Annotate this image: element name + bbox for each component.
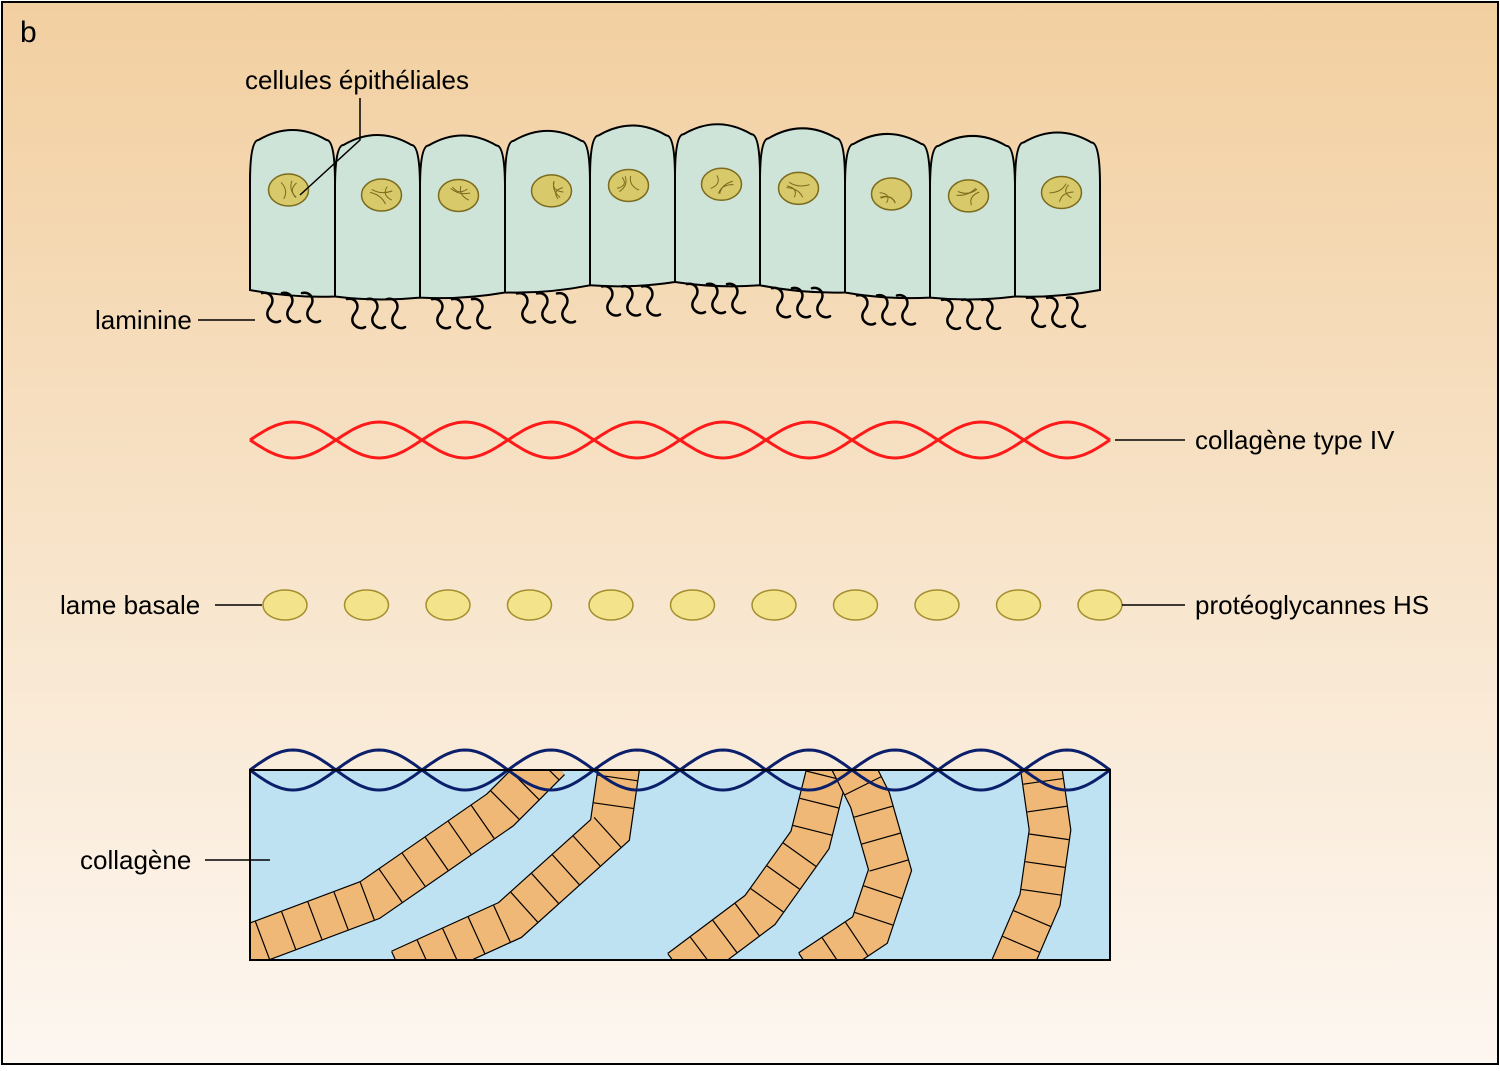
collagen-tissue [203,750,1110,988]
diagram-svg [0,0,1500,1066]
label-collagen-iv: collagène type IV [1195,425,1394,456]
diagram-canvas: b cellules épithéliales laminine lame ba… [0,0,1500,1066]
label-collagen: collagène [80,845,191,876]
panel-letter: b [20,16,37,50]
label-basal-lamina: lame basale [60,590,200,621]
label-proteoglycans: protéoglycannes HS [1195,590,1429,621]
label-laminin: laminine [95,305,192,336]
label-epithelial-cells: cellules épithéliales [245,65,469,96]
